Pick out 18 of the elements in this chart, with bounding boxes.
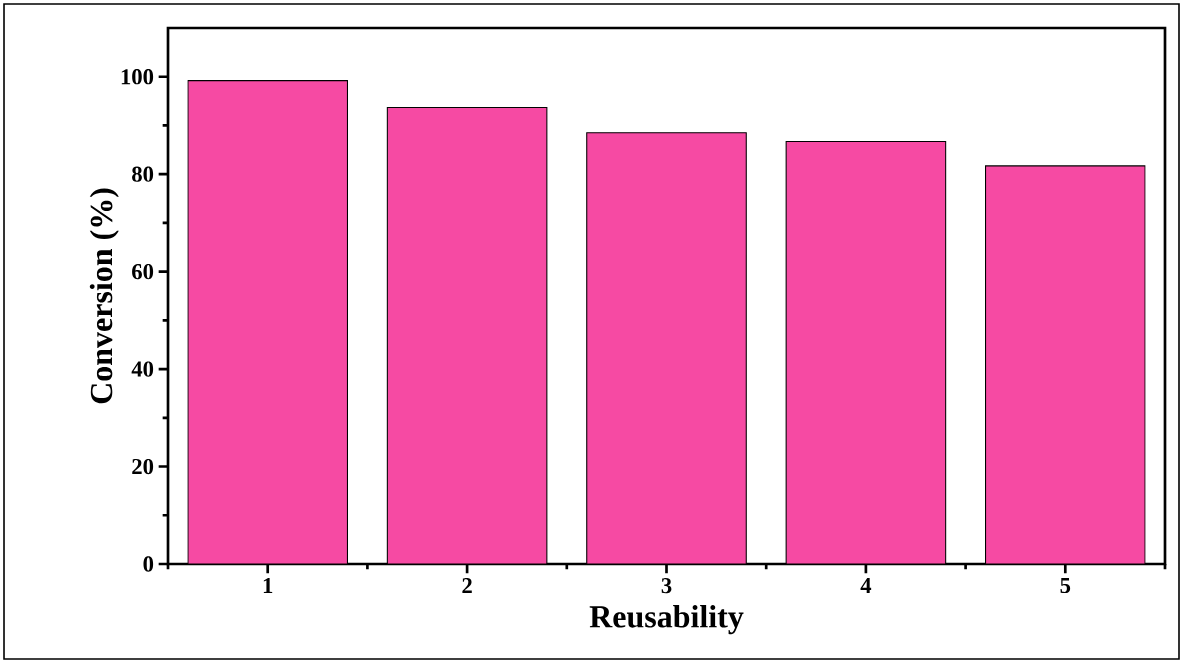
bar — [387, 107, 547, 564]
x-tick-label: 1 — [263, 578, 273, 593]
bar — [786, 141, 946, 564]
y-tick-label: 40 — [131, 361, 154, 377]
x-tick-label: 5 — [1060, 578, 1071, 594]
y-tick-label: 0 — [143, 556, 154, 572]
bar — [586, 132, 747, 564]
y-tick-label: 100 — [121, 69, 154, 85]
y-tick-label: 60 — [132, 263, 154, 280]
bar — [985, 165, 1146, 564]
x-axis-title: Reusability — [589, 605, 744, 635]
x-tick-label: 2 — [462, 578, 472, 594]
y-tick-label: 80 — [132, 166, 154, 182]
y-tick-label: 20 — [132, 458, 154, 475]
x-tick-label: 3 — [661, 578, 672, 594]
bar — [187, 80, 348, 564]
y-axis-title: Conversion (%) — [89, 188, 119, 404]
x-tick-label: 4 — [860, 578, 872, 593]
